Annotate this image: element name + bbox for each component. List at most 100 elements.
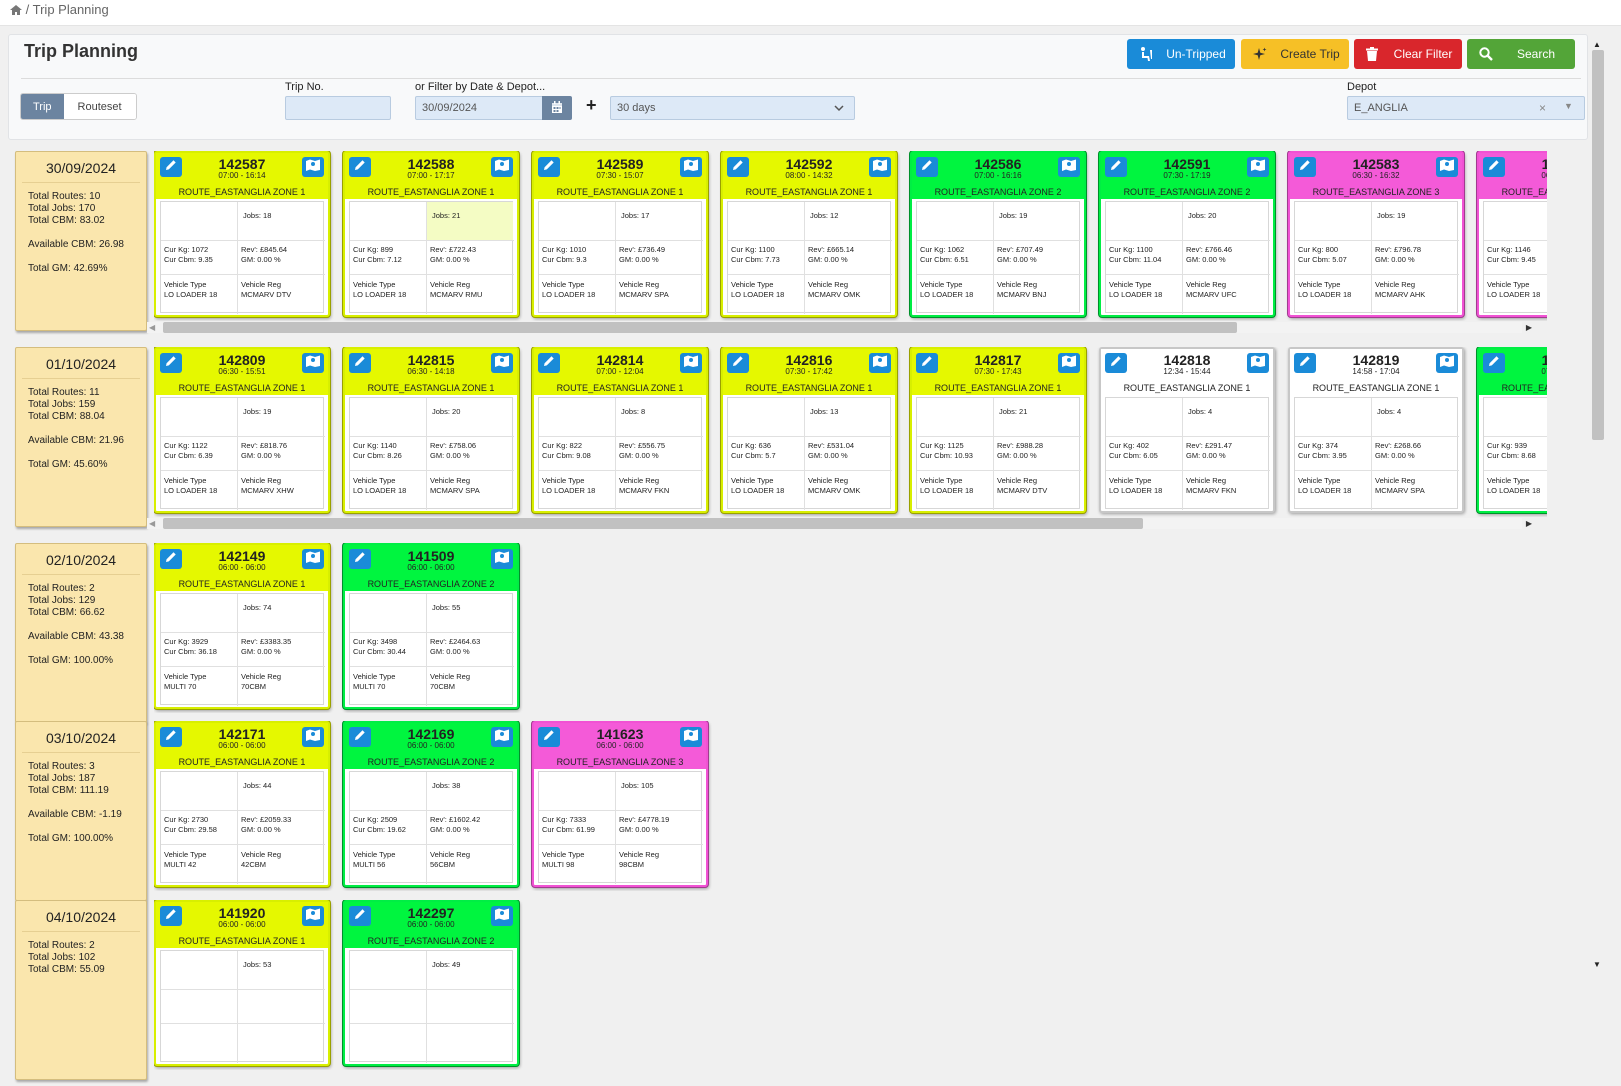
map-trip-button[interactable] — [1247, 157, 1269, 177]
edit-trip-button[interactable] — [349, 906, 371, 926]
edit-trip-button[interactable] — [916, 353, 938, 373]
map-trip-button[interactable] — [1436, 157, 1458, 177]
trip-card[interactable]: 142814 07:00 - 12:04 ROUTE_EASTANGLIA ZONE… — [532, 347, 708, 513]
edit-trip-button[interactable] — [160, 906, 182, 926]
depot-select[interactable]: E_ANGLIA — [1347, 96, 1585, 120]
scroll-thumb[interactable] — [163, 322, 1237, 333]
date-input[interactable]: 30/09/2024 — [415, 96, 543, 120]
trip-card[interactable]: 142587 07:00 - 16:14 ROUTE_EASTANGLIA ZONE… — [154, 151, 330, 317]
calendar-button[interactable] — [542, 96, 572, 120]
map-trip-button[interactable] — [1058, 353, 1080, 373]
map-trip-button[interactable] — [302, 157, 324, 177]
map-trip-button[interactable] — [491, 906, 513, 926]
scroll-down-icon[interactable]: ▼ — [1593, 960, 1601, 969]
trip-card[interactable]: 141623 06:00 - 06:00 ROUTE_EASTANGLIA ZONE… — [532, 721, 708, 887]
edit-trip-button[interactable] — [349, 157, 371, 177]
edit-trip-button[interactable] — [160, 727, 182, 747]
trip-card[interactable]: 14258406:30 - 15:55 ROUTE_EASTANGLIA ZONE… — [1477, 151, 1547, 317]
map-trip-button[interactable] — [302, 549, 324, 569]
edit-trip-button[interactable] — [1294, 157, 1316, 177]
trip-card[interactable]: 141920 06:00 - 06:00 ROUTE_EASTANGLIA ZONE… — [154, 900, 330, 1066]
trip-card[interactable]: 142583 06:30 - 16:32 ROUTE_EASTANGLIA ZONE… — [1288, 151, 1464, 317]
map-trip-button[interactable] — [1058, 157, 1080, 177]
edit-trip-button[interactable] — [538, 727, 560, 747]
scroll-left-icon[interactable]: ◀ — [149, 519, 156, 528]
vehicle-type: Vehicle Type LO LOADER 18 — [920, 476, 973, 496]
edit-trip-button[interactable] — [160, 549, 182, 569]
scroll-right-icon[interactable]: ▶ — [1525, 323, 1532, 332]
map-trip-button[interactable] — [302, 906, 324, 926]
trip-card[interactable]: 142815 06:30 - 14:18 ROUTE_EASTANGLIA ZONE… — [343, 347, 519, 513]
days-select[interactable]: 30 days — [610, 96, 855, 120]
edit-trip-button[interactable] — [727, 353, 749, 373]
edit-trip-button[interactable] — [160, 157, 182, 177]
scroll-left-icon[interactable]: ◀ — [149, 323, 156, 332]
map-trip-button[interactable] — [302, 727, 324, 747]
edit-trip-button[interactable] — [1105, 157, 1127, 177]
clear-filter-button[interactable]: Clear Filter — [1354, 39, 1462, 69]
vertical-scroll-thumb[interactable] — [1592, 50, 1604, 440]
edit-trip-button[interactable] — [1483, 353, 1505, 373]
vehicle-type-value: MULTI 56 — [353, 860, 386, 869]
trip-card[interactable]: 142586 07:00 - 16:16 ROUTE_EASTANGLIA ZONE… — [910, 151, 1086, 317]
trip-card[interactable]: 142819 14:58 - 17:04 ROUTE_EASTANGLIA ZONE… — [1288, 347, 1464, 513]
trip-card[interactable]: 142589 07:30 - 15:07 ROUTE_EASTANGLIA ZONE… — [532, 151, 708, 317]
divider — [615, 202, 616, 314]
scroll-thumb[interactable] — [163, 518, 1143, 529]
edit-trip-button[interactable] — [538, 353, 560, 373]
create-trip-button[interactable]: Create Trip — [1241, 39, 1349, 69]
map-trip-button[interactable] — [869, 157, 891, 177]
edit-trip-button[interactable] — [916, 157, 938, 177]
scroll-right-icon[interactable]: ▶ — [1525, 519, 1532, 528]
map-trip-button[interactable] — [680, 353, 702, 373]
home-icon[interactable] — [10, 3, 22, 15]
search-button[interactable]: Search — [1467, 39, 1575, 69]
vehicle-reg: Vehicle Reg 42CBM — [241, 850, 281, 870]
map-trip-button[interactable] — [491, 727, 513, 747]
edit-trip-button[interactable] — [349, 353, 371, 373]
trip-card[interactable]: 142818 12:34 - 15:44 ROUTE_EASTANGLIA ZONE… — [1099, 347, 1275, 513]
trip-card[interactable]: 142169 06:00 - 06:00 ROUTE_EASTANGLIA ZONE… — [343, 721, 519, 887]
edit-trip-button[interactable] — [538, 157, 560, 177]
map-trip-button[interactable] — [491, 353, 513, 373]
scroll-up-icon[interactable]: ▲ — [1593, 40, 1601, 49]
depot-caret-icon[interactable]: ▼ — [1564, 101, 1573, 111]
trip-card[interactable]: 142588 07:00 - 17:17 ROUTE_EASTANGLIA ZONE… — [343, 151, 519, 317]
edit-trip-button[interactable] — [1294, 353, 1316, 373]
horizontal-scrollbar[interactable]: ◀ ▶ — [143, 514, 1536, 530]
trip-no-input[interactable] — [285, 96, 391, 120]
trip-card[interactable]: 141509 06:00 - 06:00 ROUTE_EASTANGLIA ZONE… — [343, 543, 519, 709]
edit-trip-button[interactable] — [1483, 157, 1505, 177]
vertical-scrollbar[interactable]: ▲ ▼ — [1588, 40, 1604, 975]
trip-card[interactable]: 142591 07:30 - 17:19 ROUTE_EASTANGLIA ZONE… — [1099, 151, 1275, 317]
edit-trip-button[interactable] — [727, 157, 749, 177]
mode-toggle: Trip Routeset — [20, 93, 137, 120]
trip-card[interactable]: 142297 06:00 - 06:00 ROUTE_EASTANGLIA ZONE… — [343, 900, 519, 1066]
trip-card[interactable]: 142809 06:30 - 15:51 ROUTE_EASTANGLIA ZONE… — [154, 347, 330, 513]
trip-card[interactable]: 142816 07:30 - 17:42 ROUTE_EASTANGLIA ZONE… — [721, 347, 897, 513]
mode-trip-button[interactable]: Trip — [21, 94, 64, 119]
map-trip-button[interactable] — [491, 157, 513, 177]
map-trip-button[interactable] — [680, 727, 702, 747]
trip-card[interactable]: 14281207:00 - 17:13 ROUTE_EASTANGLIA ZONE… — [1477, 347, 1547, 513]
edit-trip-button[interactable] — [349, 549, 371, 569]
mode-routeset-button[interactable]: Routeset — [63, 94, 136, 119]
depot-clear-icon[interactable]: × — [1539, 101, 1547, 115]
map-trip-button[interactable] — [1247, 353, 1269, 373]
edit-trip-button[interactable] — [160, 353, 182, 373]
trip-card[interactable]: 142171 06:00 - 06:00 ROUTE_EASTANGLIA ZONE… — [154, 721, 330, 887]
trip-card[interactable]: 142592 08:00 - 14:32 ROUTE_EASTANGLIA ZONE… — [721, 151, 897, 317]
edit-trip-button[interactable] — [349, 727, 371, 747]
trip-card[interactable]: 142149 06:00 - 06:00 ROUTE_EASTANGLIA ZONE… — [154, 543, 330, 709]
map-trip-button[interactable] — [491, 549, 513, 569]
untripped-button[interactable]: Un-Tripped — [1127, 39, 1235, 69]
map-trip-button[interactable] — [302, 353, 324, 373]
add-range-icon[interactable]: + — [586, 95, 597, 115]
edit-trip-button[interactable] — [1105, 353, 1127, 373]
jobs: Jobs: 49 — [432, 960, 460, 970]
trip-card[interactable]: 142817 07:30 - 17:43 ROUTE_EASTANGLIA ZONE… — [910, 347, 1086, 513]
map-trip-button[interactable] — [869, 353, 891, 373]
horizontal-scrollbar[interactable]: ◀ ▶ — [143, 318, 1536, 334]
map-trip-button[interactable] — [1436, 353, 1458, 373]
map-trip-button[interactable] — [680, 157, 702, 177]
